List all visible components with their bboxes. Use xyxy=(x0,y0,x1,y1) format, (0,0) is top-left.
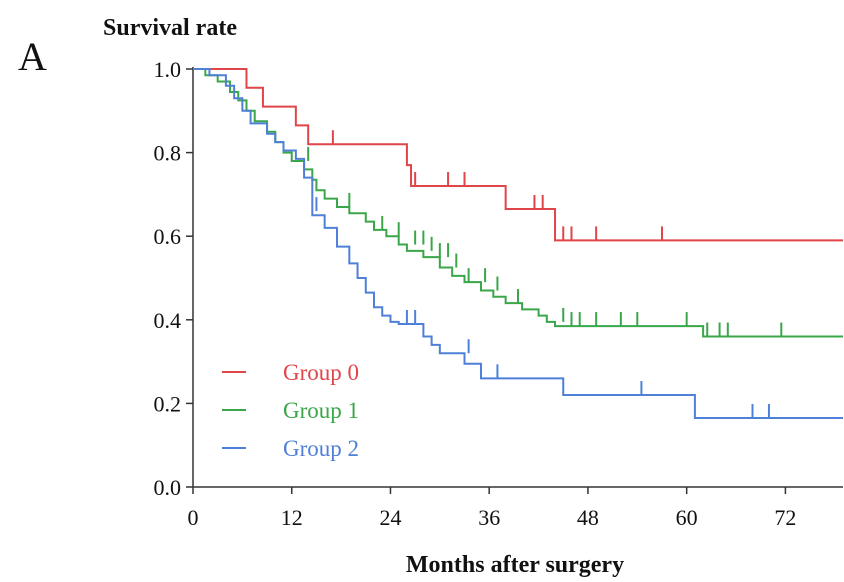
panel-label: A xyxy=(18,34,47,79)
x-tick-label: 36 xyxy=(478,505,500,530)
group-1-survival-curve xyxy=(193,68,843,338)
x-ticks: 0 12 24 36 48 60 72 xyxy=(188,487,796,530)
y-tick-label: 0.6 xyxy=(154,224,182,249)
x-tick-label: 12 xyxy=(281,505,303,530)
y-tick-label: 0.2 xyxy=(154,391,182,416)
y-ticks: 0.0 0.2 0.4 0.6 0.8 1.0 xyxy=(154,57,193,500)
y-tick-label: 1.0 xyxy=(154,57,182,82)
x-tick-label: 60 xyxy=(676,505,698,530)
y-tick-label: 0.4 xyxy=(154,308,182,333)
group-1-legend-label: Group 1 xyxy=(283,398,359,423)
y-axis-title: Survival rate xyxy=(103,15,237,41)
x-tick-label: 72 xyxy=(774,505,796,530)
x-tick-label: 48 xyxy=(577,505,599,530)
x-axis-title: Months after surgery xyxy=(406,552,624,578)
legend: Group 0 Group 1 Group 2 xyxy=(222,360,359,461)
x-tick-label: 0 xyxy=(188,505,199,530)
series-layer xyxy=(193,68,843,420)
group-0-survival-curve xyxy=(193,68,843,242)
group-0-legend-label: Group 0 xyxy=(283,360,359,385)
group-2-survival-curve xyxy=(193,68,843,420)
group-2-legend-label: Group 2 xyxy=(283,436,359,461)
axes xyxy=(192,67,843,488)
y-tick-label: 0.0 xyxy=(154,475,182,500)
y-tick-label: 0.8 xyxy=(154,141,182,166)
x-tick-label: 24 xyxy=(379,505,401,530)
